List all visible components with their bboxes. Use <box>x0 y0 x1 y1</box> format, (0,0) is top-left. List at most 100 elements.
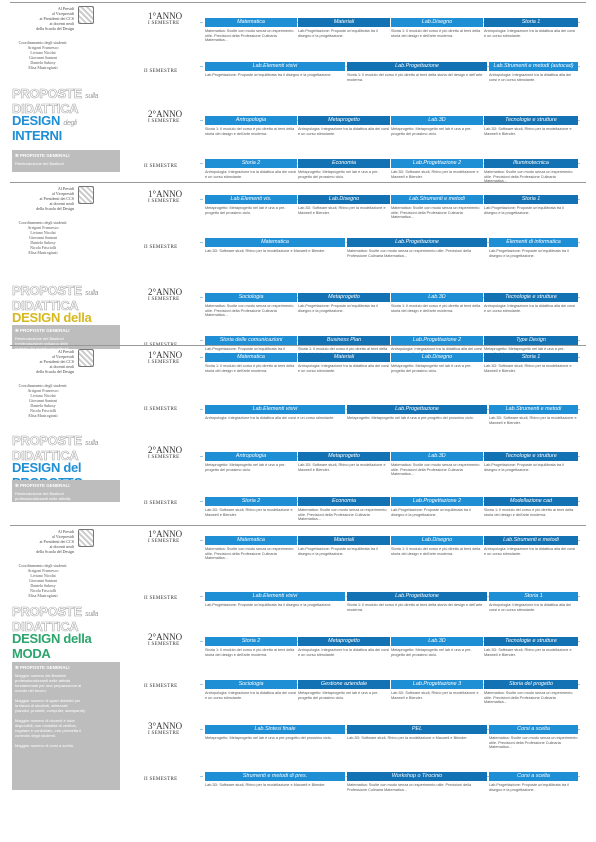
course-bar: Lab.Elementi visivi <box>205 405 345 414</box>
semester-label: II SEMESTRE <box>144 245 178 250</box>
course-bar: Modellazione cad <box>484 497 578 506</box>
recipients: Al Presidi al Vicepresidi ai Presidenti … <box>36 186 74 211</box>
title-line-3: DESIGN della <box>12 310 92 325</box>
course-note: Metaprogetto: Metaprogetto nel lab è una… <box>298 170 379 179</box>
title-sulla: sulla <box>85 290 99 297</box>
row-guide <box>200 340 580 341</box>
course-note: Lab.Progettazione: Proposte un'equilibra… <box>298 29 378 38</box>
section-divider <box>10 182 586 183</box>
course-note: Lab.Progettazione: Proposte un'equilibra… <box>489 783 569 792</box>
course-note: Lab.3D: Software studi, Rhino per la mod… <box>391 170 479 179</box>
course-note: Matematica: Svolte con modo senza un esp… <box>205 304 294 318</box>
course-bar: Storia delle comunicazioni <box>205 336 297 345</box>
general-proposals-box: ✻ PROPOSTE GENERALI Reintroduzione dei Ba… <box>12 480 120 506</box>
course-note: Lab.Progettazione: Proposte un'equilibra… <box>489 249 569 258</box>
course-bar: Lab.Elementi vis. <box>205 195 297 204</box>
course-bar: Illuminotecnica <box>484 159 578 168</box>
year-label: 2°ANNO I SEMESTRE <box>148 109 183 125</box>
course-bar: Storia 2 <box>205 637 297 646</box>
course-bar: Metaprogetto <box>298 116 390 125</box>
row-guide <box>200 163 580 164</box>
course-bar: Lab.Progettazione <box>347 405 487 414</box>
course-bar: Materiali <box>298 353 390 362</box>
course-bar: Matematica <box>205 18 297 27</box>
course-note: Lab.3D: Software studi, Rhino per la mod… <box>489 416 577 425</box>
course-bar: Gestione aziendale <box>298 680 390 689</box>
document-title: PROPOSTE sulla DIDATTICA DESIGN della MODA <box>12 604 122 660</box>
title-line-1: PROPOSTE <box>12 86 83 101</box>
course-note: Metaprogetto: Metaprogetto nel lab è una… <box>205 463 286 472</box>
course-note: Lab.Progettazione: Proposte un'equilibra… <box>298 547 378 556</box>
course-note: Matematica: Svolte con modo senza un esp… <box>347 783 472 792</box>
course-bar: Business Plan <box>298 336 390 345</box>
course-note: Antropologia: Integrazione tra la didatt… <box>205 170 297 179</box>
course-note: Antropologia: Integrazione tra la didatt… <box>205 691 297 700</box>
course-note: Matematica: Svolte con modo senza un esp… <box>484 691 573 705</box>
row-guide <box>200 120 580 121</box>
course-bar: Lab.3D <box>391 116 483 125</box>
title-line-1: PROPOSTE <box>12 283 83 298</box>
course-bar: Lab.Progettazione 2 <box>391 159 483 168</box>
course-note: Metaprogetto: Metaprogetto nel lab è una… <box>298 691 379 700</box>
course-bar: Corsi a scelta <box>489 725 578 734</box>
course-note: Lab.3D: Software studi, Rhino per la mod… <box>347 736 468 740</box>
recipients: Al Presidi al Vicepresidi ai Presidenti … <box>36 6 74 31</box>
course-note: Lab.Progettazione: Proposte un'equilibra… <box>484 206 564 215</box>
title-line-1: PROPOSTE <box>12 604 83 619</box>
course-bar: Matematica <box>205 353 297 362</box>
course-note: Matematica: Svolte con modo senza un esp… <box>205 29 294 43</box>
course-note: Matematica: Svolte con modo senza un esp… <box>489 736 578 750</box>
title-conj: degli <box>63 120 77 127</box>
row-guide <box>200 456 580 457</box>
course-bar: Elementi di informatica <box>489 238 578 247</box>
seal-icon <box>78 349 94 367</box>
course-note: Metaprogetto: Metaprogetto nel lab è una… <box>205 736 332 740</box>
course-note: Storia 1: Il modulo del corso è più dire… <box>205 364 295 373</box>
title-line-3: DESIGN della <box>12 631 92 646</box>
course-bar: Lab.Progettazione <box>347 238 487 247</box>
course-note: Lab.3D: Software studi, Rhino per la mod… <box>205 249 326 253</box>
course-note: Antropologia: Integrazione tra la didatt… <box>298 127 390 136</box>
seal-icon <box>78 186 94 204</box>
title-sulla: sulla <box>85 611 99 618</box>
coordinators: Coordinamento degli studenti: Arrigoni F… <box>18 563 68 598</box>
title-sulla: sulla <box>85 93 99 100</box>
row-guide <box>200 641 580 642</box>
course-bar: Lab.Disegno <box>391 536 483 545</box>
course-note: Storia 1: Il modulo del corso è più dire… <box>347 73 483 82</box>
course-note: Storia 1: Il modulo del corso è più dire… <box>391 304 481 313</box>
semester-label: II SEMESTRE <box>144 777 178 782</box>
row-guide <box>200 22 580 23</box>
course-bar: Storia 1 <box>484 353 578 362</box>
title-line-2: DIDATTICA <box>12 298 79 313</box>
title-line-2: DIDATTICA <box>12 448 79 463</box>
general-proposals-text: Reintroduzione dei Bastioni <box>15 161 64 166</box>
semester-label: II SEMESTRE <box>144 164 178 169</box>
course-bar: Sociologia <box>205 293 297 302</box>
course-note: Metaprogetto: Metaprogetto nel lab è una… <box>391 127 472 136</box>
course-note: Lab.Progettazione: Proposte un'equilibra… <box>298 304 378 313</box>
course-bar: Economia <box>298 497 390 506</box>
course-bar: Storia 2 <box>205 497 297 506</box>
course-note: Lab.3D: Software studi, Rhino per la mod… <box>391 691 479 700</box>
course-bar: Storia 1 <box>484 195 578 204</box>
course-bar: PEL <box>347 725 487 734</box>
row-guide <box>200 297 580 298</box>
course-note: Antropologia: Integrazione tra la didatt… <box>298 648 390 657</box>
course-note: Lab.3D: Software studi, Rhino per la mod… <box>484 648 572 657</box>
year-label: 3°ANNO I SEMESTRE <box>148 721 183 737</box>
course-note: Antropologia: Integrazione tra la didatt… <box>298 364 390 373</box>
semester-label: II SEMESTRE <box>144 69 178 74</box>
course-bar: Corsi a scelta <box>489 772 578 781</box>
course-note: Metaprogetto: Metaprogetto nel lab è una… <box>347 416 474 420</box>
course-bar: Lab.Strumenti e metodi <box>489 405 578 414</box>
row-guide <box>200 501 580 502</box>
course-bar: Lab.Elementi visivi <box>205 62 345 71</box>
course-note: Antropologia: Integrazione tra la didatt… <box>484 29 576 38</box>
general-proposals-title: ✻ PROPOSTE GENERALI <box>15 153 70 158</box>
seal-icon <box>78 529 94 547</box>
course-note: Antropologia: Integrazione tra la didatt… <box>489 73 572 82</box>
title-line-2: DIDATTICA <box>12 101 79 116</box>
course-note: Lab.3D: Software studi, Rhino per la mod… <box>205 783 326 787</box>
